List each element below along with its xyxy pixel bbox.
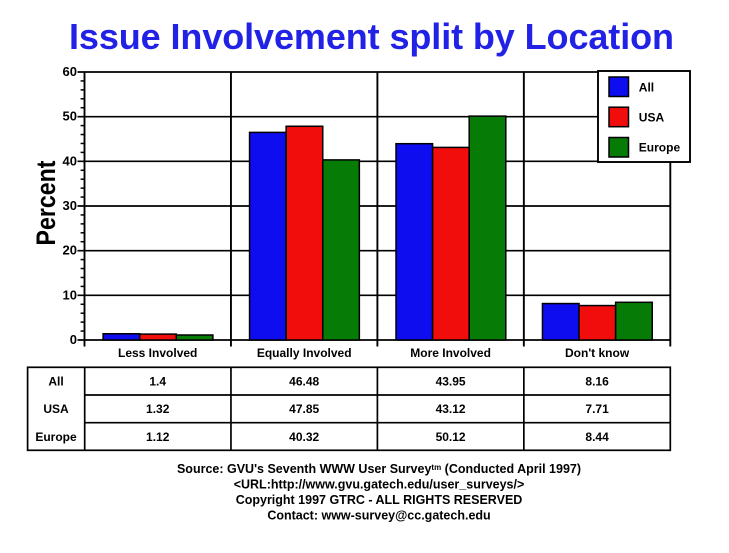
svg-text:0: 0 [70, 332, 77, 347]
svg-text:More Involved: More Involved [410, 346, 491, 360]
svg-text:1.4: 1.4 [149, 374, 166, 388]
svg-text:40.32: 40.32 [289, 430, 319, 444]
svg-text:20: 20 [63, 243, 77, 258]
svg-text:Source: GVU's Seventh WWW User: Source: GVU's Seventh WWW User Surveytm … [177, 462, 581, 476]
svg-text:47.85: 47.85 [289, 402, 319, 416]
svg-text:60: 60 [63, 64, 77, 79]
svg-text:Copyright 1997 GTRC - ALL RIGH: Copyright 1997 GTRC - ALL RIGHTS RESERVE… [236, 493, 523, 507]
svg-text:Issue Involvement split by Loc: Issue Involvement split by Location [69, 16, 674, 57]
svg-text:Percent: Percent [31, 161, 61, 246]
svg-text:Europe: Europe [35, 430, 77, 444]
svg-text:40: 40 [63, 153, 77, 168]
svg-text:50: 50 [63, 109, 77, 124]
svg-text:Less Involved: Less Involved [118, 346, 197, 360]
svg-text:<URL:http://www.gvu.gatech.edu: <URL:http://www.gvu.gatech.edu/user_surv… [234, 478, 525, 492]
svg-text:8.44: 8.44 [585, 430, 609, 444]
svg-text:Equally Involved: Equally Involved [257, 346, 352, 360]
svg-text:43.12: 43.12 [436, 402, 466, 416]
svg-text:Don't know: Don't know [565, 346, 630, 360]
svg-text:USA: USA [639, 111, 665, 125]
svg-text:1.12: 1.12 [146, 430, 170, 444]
svg-text:50.12: 50.12 [436, 430, 466, 444]
svg-text:43.95: 43.95 [436, 374, 466, 388]
svg-text:Contact: www-survey@cc.gatech.: Contact: www-survey@cc.gatech.edu [267, 509, 490, 523]
svg-text:10: 10 [63, 287, 77, 302]
svg-text:30: 30 [63, 198, 77, 213]
svg-text:USA: USA [43, 402, 69, 416]
svg-text:Europe: Europe [639, 141, 681, 155]
svg-text:1.32: 1.32 [146, 402, 170, 416]
svg-text:46.48: 46.48 [289, 374, 319, 388]
svg-text:All: All [639, 80, 654, 94]
svg-text:8.16: 8.16 [585, 374, 609, 388]
svg-text:All: All [48, 374, 63, 388]
svg-text:7.71: 7.71 [585, 402, 609, 416]
